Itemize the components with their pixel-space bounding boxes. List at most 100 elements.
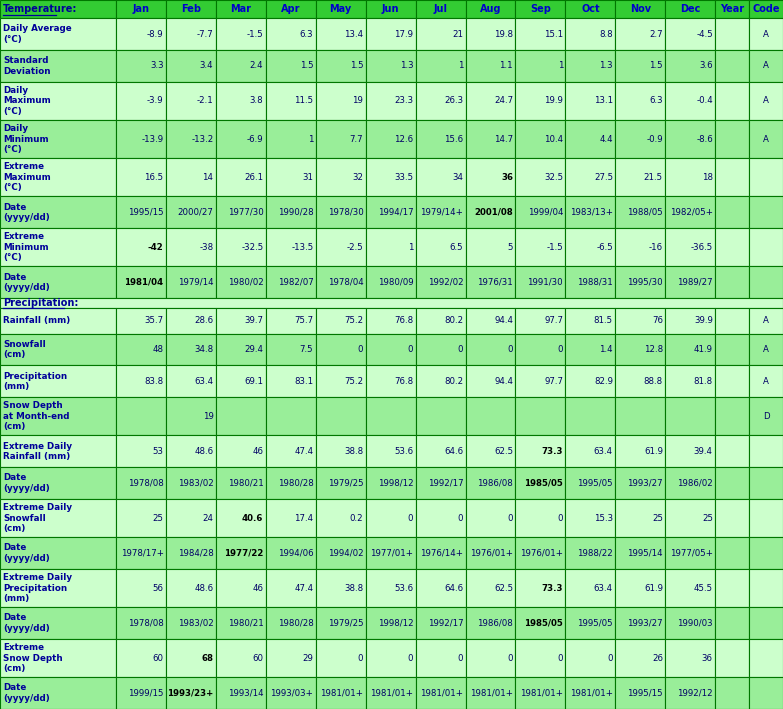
Text: 64.6: 64.6 (444, 447, 464, 456)
Bar (265, 365, 316, 397)
Bar (265, 158, 316, 196)
Text: 0: 0 (507, 513, 513, 523)
Bar (0, 120, 116, 158)
Text: 1978/30: 1978/30 (327, 208, 363, 217)
Text: 1: 1 (458, 62, 464, 70)
Bar (416, 196, 466, 228)
Bar (216, 50, 265, 82)
Bar (715, 308, 749, 334)
Text: 88.8: 88.8 (644, 376, 663, 386)
Bar (116, 334, 166, 365)
Bar (466, 158, 515, 196)
Bar (166, 467, 216, 499)
Bar (666, 467, 715, 499)
Bar (515, 158, 565, 196)
Text: 0: 0 (358, 654, 363, 663)
Bar (316, 397, 366, 435)
Text: 0: 0 (557, 345, 563, 354)
Text: 6.5: 6.5 (449, 242, 464, 252)
Text: 1981/01+: 1981/01+ (420, 688, 464, 698)
Text: 1988/22: 1988/22 (577, 549, 613, 557)
Text: 26.1: 26.1 (244, 173, 263, 182)
Text: 48.6: 48.6 (194, 447, 214, 456)
Text: D: D (763, 412, 770, 421)
Bar (0, 499, 116, 537)
Bar (466, 677, 515, 709)
Bar (366, 267, 416, 298)
Text: Precipitation:: Precipitation: (3, 298, 78, 308)
Text: A: A (763, 62, 769, 70)
Text: Date
(yyyy/dd): Date (yyyy/dd) (3, 474, 50, 493)
Bar (116, 50, 166, 82)
Text: Extreme Daily
Snowfall
(cm): Extreme Daily Snowfall (cm) (3, 503, 72, 533)
Bar (216, 0, 265, 18)
Bar (515, 639, 565, 677)
Text: 1982/07: 1982/07 (278, 278, 313, 286)
Text: 5: 5 (507, 242, 513, 252)
Text: 1980/02: 1980/02 (228, 278, 263, 286)
Text: -8.6: -8.6 (696, 135, 713, 144)
Text: 1995/15: 1995/15 (128, 208, 164, 217)
Bar (116, 0, 166, 18)
Bar (166, 499, 216, 537)
Text: -1.5: -1.5 (547, 242, 563, 252)
Text: 28.6: 28.6 (194, 316, 214, 325)
Bar (265, 228, 316, 267)
Bar (265, 569, 316, 607)
Bar (565, 435, 615, 467)
Bar (749, 499, 783, 537)
Bar (316, 499, 366, 537)
Bar (565, 499, 615, 537)
Text: 1986/08: 1986/08 (478, 618, 513, 627)
Bar (715, 82, 749, 120)
Bar (416, 569, 466, 607)
Text: 1976/31: 1976/31 (478, 278, 513, 286)
Text: 0: 0 (458, 654, 464, 663)
Bar (316, 308, 366, 334)
Text: 1982/05+: 1982/05+ (670, 208, 713, 217)
Text: 1981/01+: 1981/01+ (470, 688, 513, 698)
Bar (265, 435, 316, 467)
Bar (466, 120, 515, 158)
Text: 46: 46 (252, 447, 263, 456)
Text: 12.8: 12.8 (644, 345, 663, 354)
Bar (715, 0, 749, 18)
Bar (749, 308, 783, 334)
Bar (515, 435, 565, 467)
Text: -0.9: -0.9 (646, 135, 663, 144)
Text: Date
(yyyy/dd): Date (yyyy/dd) (3, 683, 50, 703)
Text: 1988/31: 1988/31 (577, 278, 613, 286)
Bar (166, 120, 216, 158)
Text: 60: 60 (153, 654, 164, 663)
Text: 35.7: 35.7 (144, 316, 164, 325)
Text: 46: 46 (252, 584, 263, 593)
Bar (116, 120, 166, 158)
Text: 63.4: 63.4 (594, 584, 613, 593)
Text: 83.8: 83.8 (144, 376, 164, 386)
Bar (615, 158, 666, 196)
Bar (166, 196, 216, 228)
Text: 16.5: 16.5 (144, 173, 164, 182)
Bar (366, 228, 416, 267)
Text: 1993/27: 1993/27 (627, 618, 663, 627)
Bar (749, 334, 783, 365)
Text: 1.1: 1.1 (500, 62, 513, 70)
Bar (116, 677, 166, 709)
Text: Temperature:: Temperature: (3, 4, 78, 14)
Text: 80.2: 80.2 (444, 316, 464, 325)
Text: Snowfall
(cm): Snowfall (cm) (3, 340, 46, 359)
Bar (749, 82, 783, 120)
Text: A: A (763, 30, 769, 38)
Text: 7.7: 7.7 (350, 135, 363, 144)
Text: 1978/17+: 1978/17+ (121, 549, 164, 557)
Bar (565, 0, 615, 18)
Text: 15.1: 15.1 (544, 30, 563, 38)
Bar (565, 537, 615, 569)
Text: 53: 53 (153, 447, 164, 456)
Bar (166, 82, 216, 120)
Text: Date
(yyyy/dd): Date (yyyy/dd) (3, 272, 50, 292)
Bar (615, 435, 666, 467)
Text: 29.4: 29.4 (244, 345, 263, 354)
Text: 13.4: 13.4 (345, 30, 363, 38)
Text: 0: 0 (458, 345, 464, 354)
